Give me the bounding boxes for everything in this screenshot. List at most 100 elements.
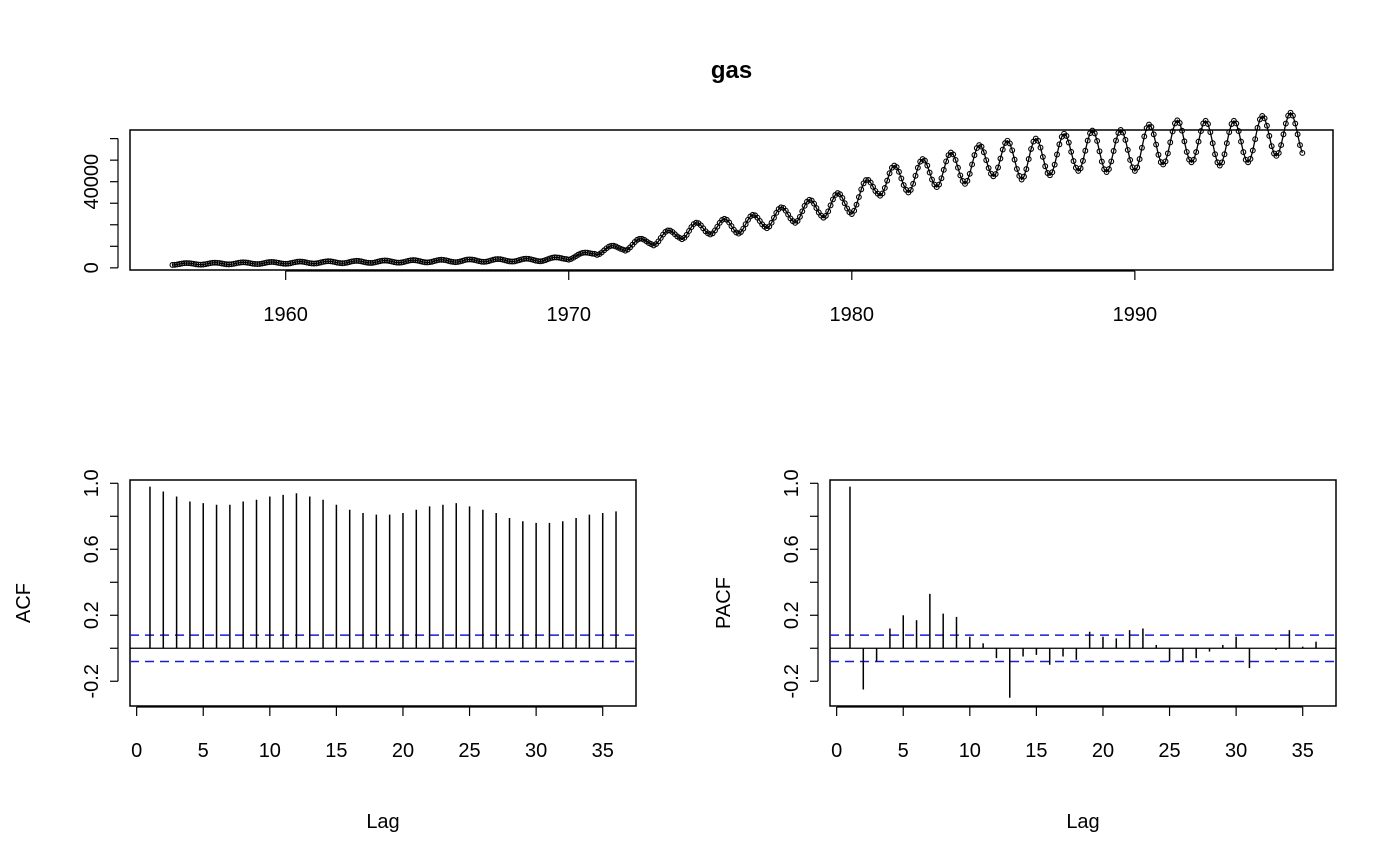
data-point (1221, 151, 1228, 158)
acf-y-tick-label: 1.0 (81, 469, 103, 497)
data-point (1219, 159, 1226, 166)
data-point (1235, 128, 1242, 135)
data-point (822, 212, 829, 219)
data-point (1011, 156, 1018, 163)
data-point (1054, 151, 1060, 158)
data-point (839, 195, 846, 201)
data-point (771, 214, 777, 221)
ts-x-tick-label: 1960 (263, 304, 308, 326)
data-point (1037, 144, 1044, 151)
pacf-y-tick-label: 0.6 (781, 535, 803, 563)
plot-frame (829, 479, 1337, 707)
data-point (997, 155, 1004, 162)
data-point (799, 208, 806, 215)
data-point (1150, 131, 1157, 138)
data-point (943, 158, 950, 165)
data-point (1082, 147, 1089, 154)
pacf-x-tick-label: 25 (1158, 740, 1180, 762)
data-point (870, 183, 876, 190)
data-point (829, 196, 836, 203)
data-point (999, 146, 1006, 153)
data-point (1254, 124, 1261, 131)
data-point (1134, 164, 1141, 171)
ts-x-tick-label: 1980 (830, 304, 875, 326)
data-point (1013, 166, 1020, 172)
data-point (858, 186, 865, 193)
plot-frame (129, 129, 1334, 271)
data-point (1289, 112, 1296, 119)
series-line (172, 111, 1303, 266)
data-point (693, 219, 700, 226)
data-point (1084, 137, 1091, 144)
data-point (929, 176, 935, 183)
data-point (1190, 156, 1197, 163)
data-point (1299, 150, 1306, 156)
data-point (924, 162, 931, 169)
data-point (910, 180, 917, 187)
data-point (1138, 144, 1145, 151)
data-point (983, 157, 990, 164)
data-point (971, 152, 978, 159)
data-point (1233, 120, 1240, 127)
data-point (1009, 147, 1016, 154)
acf-x-tick-label: 20 (392, 740, 414, 762)
pacf-x-tick-label: 0 (831, 740, 842, 762)
data-point (1028, 146, 1035, 152)
data-point (957, 172, 964, 179)
data-point (825, 208, 832, 215)
data-point (1207, 129, 1214, 136)
plot-frame (129, 479, 637, 707)
data-point (938, 175, 945, 182)
data-point (1153, 141, 1160, 148)
data-point (740, 225, 747, 232)
data-point (1108, 158, 1115, 165)
data-point (1155, 151, 1162, 158)
data-point (1249, 147, 1256, 154)
data-point (1275, 150, 1282, 156)
data-point (969, 161, 976, 168)
data-point (1169, 128, 1176, 135)
pacf-x-tick-label: 35 (1292, 740, 1314, 762)
data-point (1268, 143, 1275, 150)
data-point (1263, 122, 1270, 129)
data-point (742, 221, 749, 228)
pacf-y-tick-label: 1.0 (781, 469, 803, 497)
pacf-x-tick-label: 5 (898, 740, 909, 762)
data-point (980, 149, 987, 156)
acf-x-label: Lag (366, 811, 399, 833)
acf-panel: -0.2 0.2 0.6 1.0 0 5 10 15 20 25 30 35 Lag ACF (13, 469, 637, 833)
data-point (1148, 124, 1155, 130)
data-point (1240, 149, 1247, 156)
data-point (978, 143, 985, 150)
data-point (1223, 140, 1230, 147)
data-point (1120, 129, 1127, 136)
data-point (985, 165, 992, 172)
ts-y-tick-label: 0 (81, 262, 103, 273)
data-point (1183, 148, 1190, 155)
data-point (1193, 149, 1200, 156)
data-point (1021, 173, 1027, 180)
data-point (1105, 166, 1112, 173)
acf-x-tick-label: 25 (458, 740, 480, 762)
data-point (1247, 155, 1254, 162)
data-point (966, 170, 973, 177)
data-point (1094, 138, 1101, 144)
data-point (1080, 157, 1086, 164)
acf-x-tick-label: 35 (592, 740, 614, 762)
data-point (995, 164, 1001, 171)
data-point (1096, 148, 1103, 155)
data-point (1023, 166, 1030, 173)
acf-y-tick-label: 0.2 (81, 601, 103, 629)
data-point (1049, 169, 1056, 176)
data-point (1167, 139, 1174, 146)
data-point (1280, 131, 1287, 138)
data-point (813, 205, 820, 212)
data-point (853, 201, 860, 208)
pacf-x-tick-label: 20 (1092, 740, 1114, 762)
data-point (893, 164, 900, 171)
data-point (862, 177, 869, 184)
data-point (867, 179, 874, 186)
data-point (1124, 146, 1131, 153)
data-point (1110, 148, 1117, 154)
